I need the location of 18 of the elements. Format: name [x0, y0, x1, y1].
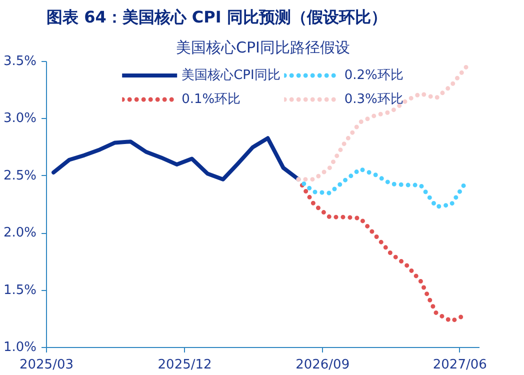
y-tick-label: 3.5% [3, 54, 37, 69]
chart-title: 图表 64：美国核心 CPI 同比预测（假设环比） [46, 8, 387, 26]
y-tick-label: 1.5% [3, 282, 37, 298]
legend-label: 0.2%环比 [344, 67, 404, 84]
y-tick-label: 1.0% [3, 340, 37, 355]
line-series [296, 64, 470, 182]
x-tick-label: 2025/03 [19, 358, 74, 372]
y-tick-label: 3.0% [3, 111, 37, 126]
line-series [52, 136, 300, 182]
x-tick-label: 2027/06 [432, 358, 487, 372]
chart-subtitle: 美国核心CPI同比路径假设 [176, 38, 350, 56]
x-tick-label: 2026/09 [296, 358, 350, 372]
y-tick-label: 2.0% [3, 226, 37, 241]
legend-label: 美国核心CPI同比 [182, 67, 280, 84]
legend-label: 0.1%环比 [182, 91, 241, 108]
y-tick-label: 2.5% [3, 168, 37, 184]
legend-label: 0.3%环比 [344, 91, 404, 108]
x-tick-label: 2025/12 [158, 358, 212, 372]
